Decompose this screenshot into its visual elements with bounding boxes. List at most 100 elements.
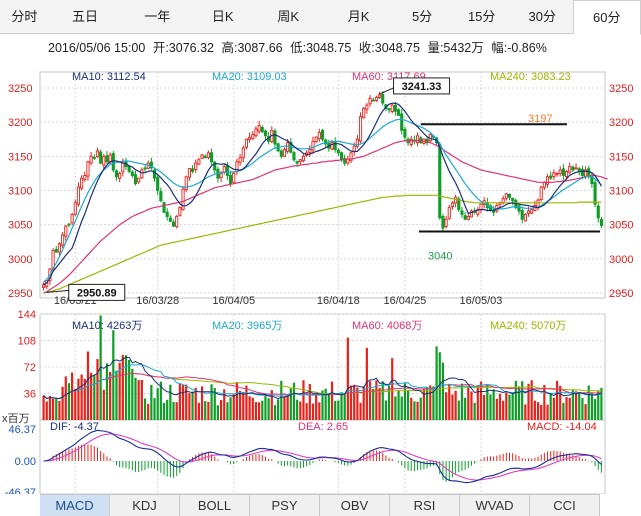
x-tick-label: 16/04/05 (212, 295, 255, 307)
candle-down (463, 215, 467, 220)
candle-up (447, 207, 451, 219)
tab-weekly-k[interactable]: 周K (277, 9, 300, 24)
volume-bar-up (476, 385, 479, 420)
candle-down (517, 205, 521, 212)
indicator-tab-macd[interactable]: MACD (40, 495, 110, 516)
tab-five-day[interactable]: 五日 (72, 9, 99, 24)
candle-up (254, 128, 258, 137)
volume-bar-down (112, 330, 115, 420)
candle-down (339, 152, 344, 161)
volume-bar-down (400, 396, 403, 420)
volume-bar-down (124, 355, 128, 420)
tab-5min[interactable]: 5分 (411, 9, 433, 24)
candle-up (504, 193, 508, 199)
indicator-tab-psy[interactable]: PSY (250, 495, 320, 516)
ma240-line (43, 194, 602, 294)
volume-bar-up (286, 394, 289, 420)
volume-legend-ma10: MA10: 4263万 (72, 320, 142, 332)
indicator-tab-bar: MACD KDJ BOLL PSY OBV RSI WVAD CCI (40, 494, 600, 516)
volume-bar-up (61, 386, 64, 420)
volume-bar-down (441, 362, 445, 420)
volume-bar-down (134, 377, 137, 420)
volume-bar-up (147, 403, 150, 420)
candle-down (400, 113, 404, 131)
tab-fenshi[interactable]: 分时 (11, 9, 38, 24)
volume-bar-up (235, 382, 239, 420)
quote-change: -0.86% (507, 41, 547, 55)
candle-up (241, 147, 245, 159)
candle-down (336, 149, 340, 154)
candle-up (140, 169, 144, 179)
indicator-tab-obv[interactable]: OBV (320, 495, 390, 516)
volume-bar-up (251, 397, 254, 420)
volume-bar-up (540, 404, 543, 420)
volume-bar-down (457, 400, 460, 420)
x-tick-label: 16/03/28 (136, 295, 179, 307)
volume-bar-up (109, 371, 112, 420)
max-marker-box (393, 77, 451, 95)
volume-bar-up (175, 402, 178, 420)
volume-bar-up (245, 385, 248, 420)
max-marker-pointer (379, 87, 394, 95)
indicator-tab-wvad[interactable]: WVAD (460, 495, 530, 516)
volume-bar-up (197, 402, 200, 420)
volume-bar-up (470, 391, 473, 420)
candle-up (469, 210, 474, 218)
candle-up (118, 172, 122, 179)
candle-up (409, 138, 413, 145)
candle-down (229, 174, 233, 185)
candle-down (143, 167, 147, 170)
x-tick-label: 16/05/03 (460, 295, 503, 307)
indicator-tab-rsi[interactable]: RSI (390, 495, 460, 516)
candle-up (564, 170, 569, 178)
tab-one-year[interactable]: 一年 (144, 9, 171, 24)
volume-bar-up (429, 385, 432, 420)
candle-up (70, 213, 74, 224)
tab-15min[interactable]: 15分 (467, 9, 496, 24)
volume-bar-up (330, 381, 334, 420)
tab-monthly-k[interactable]: 月K (347, 9, 370, 24)
volume-bar-up (238, 391, 242, 420)
price-tick-right: 3050 (609, 220, 633, 232)
volume-bar-up (479, 381, 483, 420)
price-tick-left: 2950 (8, 288, 32, 300)
support-label: 3040 (428, 251, 452, 263)
volume-bar-up (568, 397, 571, 420)
candle-down (580, 168, 584, 176)
candle-up (530, 209, 534, 214)
candle-down (159, 191, 163, 202)
indicator-tab-boll[interactable]: BOLL (180, 495, 250, 516)
volume-bar-up (45, 401, 48, 420)
stock-chart[interactable]: 3250 3250 3200 3200 3150 3150 3100 3100 3050 3050… (0, 60, 641, 494)
volume-bar-down (273, 405, 277, 420)
volume-bar-down (464, 397, 467, 420)
quote-datetime: 2016/05/06 15:00 (48, 41, 146, 55)
volume-bar-down (394, 396, 397, 420)
volume-bar-up (365, 347, 368, 420)
indicator-tab-cci[interactable]: CCI (530, 495, 600, 516)
candle-down (92, 156, 96, 159)
volume-bar-down (600, 387, 603, 420)
volume-bar-down (166, 399, 169, 420)
volume-bar-down (143, 398, 147, 420)
tab-30min[interactable]: 30分 (528, 9, 556, 24)
candle-up (349, 152, 353, 162)
indicator-tab-kdj[interactable]: KDJ (110, 495, 180, 516)
candle-down (425, 138, 429, 144)
candle-up (42, 284, 46, 288)
tab-daily-k[interactable]: 日K (211, 9, 234, 24)
candle-down (320, 130, 325, 140)
volume-bar-down (397, 390, 400, 420)
volume-bar-down (264, 395, 267, 420)
volume-bar-up (178, 383, 181, 420)
candle-up (466, 216, 470, 220)
price-tick-left: 3100 (8, 186, 32, 198)
volume-bar-down (587, 385, 590, 420)
tab-60min[interactable]: 60分 (572, 0, 641, 35)
candle-down (511, 197, 515, 202)
volume-bar-up (353, 384, 356, 420)
candle-up (558, 169, 562, 174)
volume-bar-down (213, 388, 216, 420)
volume-bar-up (83, 378, 86, 420)
macd-tick-zero: 0.00 (15, 456, 36, 468)
